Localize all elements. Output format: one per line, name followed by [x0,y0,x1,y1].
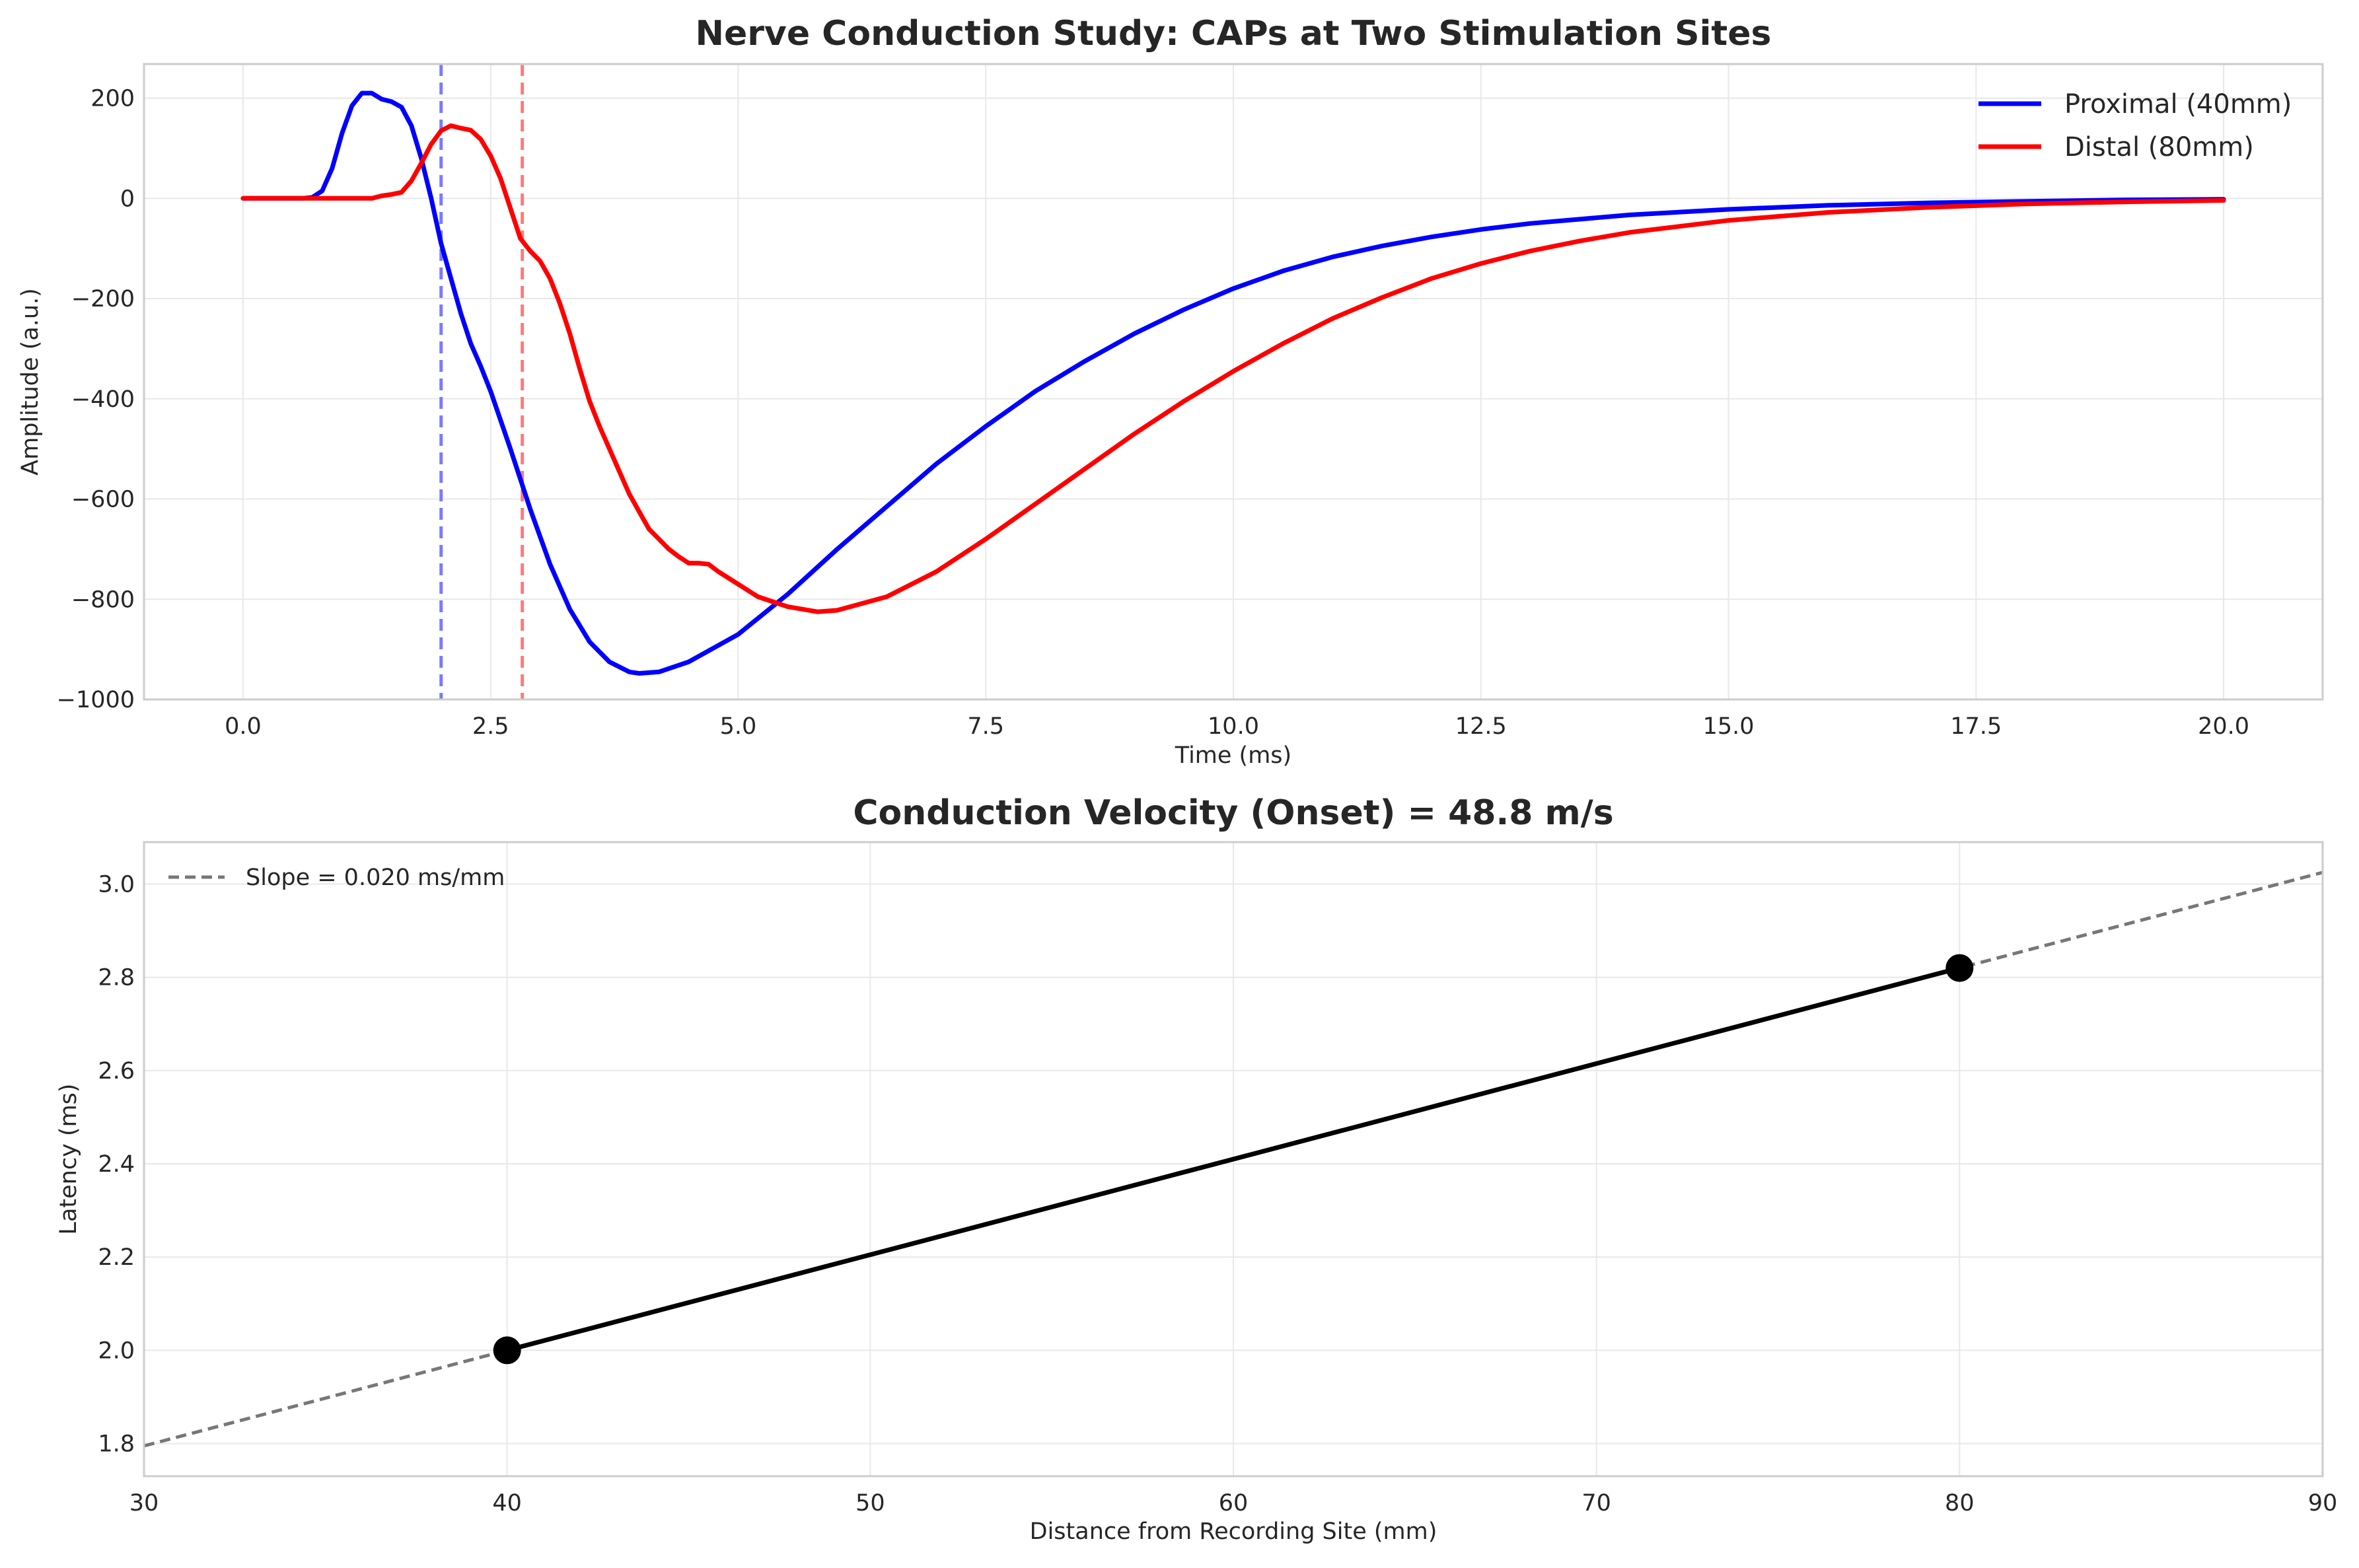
proximal-series-line [240,90,2226,676]
chart1-y-ticks: 200 0 −200 −400 −600 −800 −1000 [57,86,135,713]
chart2-y-tick-label: 2.0 [98,1337,135,1364]
chart1-x-tick-label: 17.5 [1950,713,2002,740]
chart2-x-tick-label: 90 [2308,1490,2338,1516]
chart1-y-axis-label: Amplitude (a.u.) [17,288,44,476]
legend-label-distal: Distal (80mm) [2064,132,2254,162]
chart1-x-tick-label: 10.0 [1208,713,1259,740]
chart1-x-ticks: 0.0 2.5 5.0 7.5 10.0 12.5 15.0 17.5 20.0 [225,713,2249,740]
chart1-x-tick-label: 12.5 [1455,713,1507,740]
chart2-y-tick-label: 2.2 [98,1244,135,1271]
chart2-x-tick-label: 50 [855,1490,885,1516]
chart1-x-tick-label: 15.0 [1703,713,1755,740]
chart1-series [240,90,2226,676]
chart2-frame [143,841,2324,1478]
chart2-x-ticks: 30 40 50 60 70 80 90 [129,1490,2338,1516]
chart1-x-tick-label: 5.0 [720,713,757,740]
distal-latency-point [1945,954,1974,982]
chart1-y-tick-label: −400 [71,386,135,413]
chart2-y-axis-label: Latency (ms) [55,1083,82,1234]
chart1-y-tick-label: −600 [71,487,135,513]
chart2-x-tick-label: 70 [1581,1490,1611,1516]
chart1-x-axis-label: Time (ms) [1175,742,1291,769]
chart1-y-tick-label: 0 [120,186,135,212]
proximal-latency-point [493,1336,521,1365]
chart1-y-tick-label: −200 [71,286,135,312]
chart1-x-tick-label: 7.5 [967,713,1004,740]
chart2-legend: Slope = 0.020 ms/mm [168,865,505,891]
conduction-velocity-chart: Conduction Velocity (Onset) = 48.8 m/s 3… [55,793,2337,1545]
chart2-y-tick-label: 3.0 [98,872,135,898]
chart2-y-ticks: 1.8 2.0 2.2 2.4 2.6 2.8 3.0 [98,872,135,1458]
chart1-y-tick-label: −800 [71,587,135,613]
chart2-y-tick-label: 2.4 [98,1151,135,1178]
chart2-y-tick-label: 2.8 [98,965,135,991]
chart1-onset-markers [439,64,525,699]
chart2-y-tick-label: 1.8 [98,1431,135,1458]
legend-label-fit: Slope = 0.020 ms/mm [246,865,505,891]
chart2-measurements [493,954,1974,1365]
chart1-x-tick-label: 0.0 [225,713,262,740]
distal-series-line [240,123,2226,614]
chart1-y-tick-label: 200 [91,86,135,112]
chart1-title: Nerve Conduction Study: CAPs at Two Stim… [695,14,1771,53]
chart2-x-tick-label: 40 [492,1490,522,1516]
cap-waveform-chart: Nerve Conduction Study: CAPs at Two Stim… [17,14,2324,769]
chart2-y-tick-label: 2.6 [98,1058,135,1085]
legend-label-proximal: Proximal (40mm) [2064,89,2292,120]
chart2-x-tick-label: 30 [129,1490,159,1516]
chart1-y-tick-label: −1000 [57,687,135,713]
chart1-x-tick-label: 2.5 [472,713,509,740]
chart2-x-tick-label: 60 [1219,1490,1249,1516]
chart2-x-axis-label: Distance from Recording Site (mm) [1030,1518,1437,1545]
chart1-legend: Proximal (40mm) Distal (80mm) [1978,89,2292,162]
chart2-x-tick-label: 80 [1945,1490,1975,1516]
chart1-frame [143,63,2324,701]
latency-line [506,966,1961,1353]
chart2-title: Conduction Velocity (Onset) = 48.8 m/s [853,793,1613,833]
chart1-x-tick-label: 20.0 [2198,713,2249,740]
